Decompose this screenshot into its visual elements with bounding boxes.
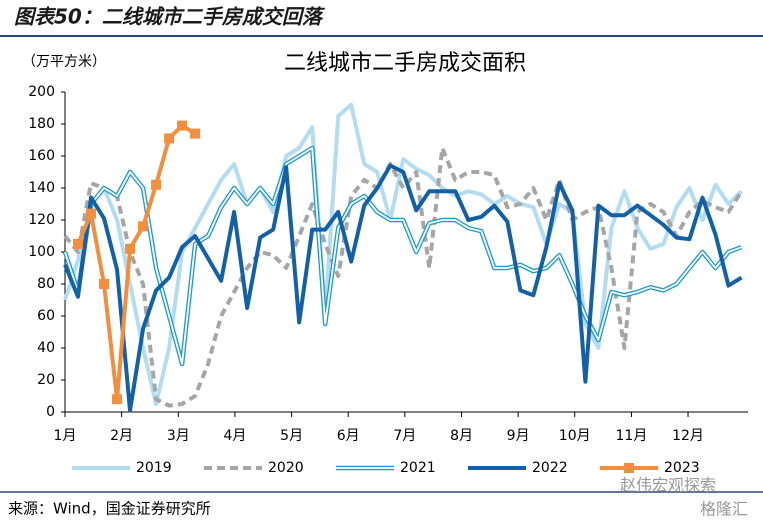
chart-title: 二线城市二手房成交面积 xyxy=(284,51,526,76)
x-tick-label: 1月 xyxy=(54,428,77,444)
y-tick-label: 120 xyxy=(28,212,55,228)
y-axis-label: （万平方米） xyxy=(22,54,106,70)
watermark: 格隆汇 xyxy=(700,500,748,519)
marker xyxy=(138,221,149,232)
x-tick-label: 5月 xyxy=(280,428,303,444)
x-tick-label: 6月 xyxy=(337,428,360,444)
y-tick-label: 80 xyxy=(37,276,55,292)
marker xyxy=(99,279,110,289)
legend-label: 2020 xyxy=(268,460,304,476)
y-tick-label: 100 xyxy=(28,244,55,260)
series-line xyxy=(62,145,743,367)
watermark: 赵伟宏观探索 xyxy=(620,476,716,495)
series-line xyxy=(63,102,743,406)
series-line xyxy=(63,163,743,413)
legend-label: 2023 xyxy=(664,460,700,476)
x-tick-label: 9月 xyxy=(507,428,530,444)
marker xyxy=(86,208,97,219)
y-tick-label: 40 xyxy=(37,340,55,356)
x-tick-label: 11月 xyxy=(616,428,648,444)
x-tick-label: 2月 xyxy=(110,428,133,444)
x-tick-label: 12月 xyxy=(672,428,704,444)
legend-label: 2022 xyxy=(532,460,568,476)
y-tick-label: 160 xyxy=(28,148,55,164)
marker xyxy=(112,394,123,405)
x-tick-label: 10月 xyxy=(559,428,591,444)
marker xyxy=(125,243,136,254)
marker xyxy=(73,239,84,249)
source: 来源：Wind，国金证券研究所 xyxy=(8,500,211,518)
legend-marker xyxy=(624,463,634,473)
y-tick-label: 0 xyxy=(46,404,55,420)
legend-label: 2019 xyxy=(136,460,172,476)
y-tick-label: 180 xyxy=(28,116,55,132)
marker xyxy=(190,128,201,139)
x-tick-label: 8月 xyxy=(450,428,473,444)
y-tick-label: 140 xyxy=(28,180,55,196)
header: 图表50：二线城市二手房成交回落 xyxy=(14,5,326,29)
x-tick-label: 4月 xyxy=(223,428,246,444)
marker xyxy=(164,133,175,144)
y-tick-label: 60 xyxy=(37,308,55,324)
series-line xyxy=(76,123,197,402)
y-tick-label: 200 xyxy=(28,84,55,100)
marker xyxy=(151,179,162,190)
series-line-inner xyxy=(64,147,742,365)
legend-label: 2021 xyxy=(400,460,436,476)
x-tick-label: 3月 xyxy=(167,428,190,444)
y-tick-label: 20 xyxy=(37,372,55,388)
x-tick-label: 7月 xyxy=(393,428,416,444)
marker xyxy=(177,120,188,131)
